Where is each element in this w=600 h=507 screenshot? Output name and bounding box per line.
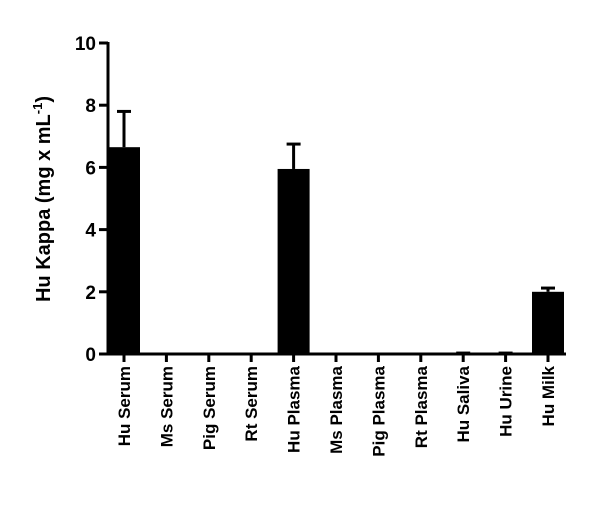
y-tick-label: 10 (75, 34, 96, 55)
x-tick-label: Pig Plasma (369, 365, 388, 456)
x-tick-label: Rt Plasma (412, 365, 431, 448)
x-tick-label: Hu Plasma (285, 365, 304, 452)
x-tick-label: Hu Urine (497, 366, 516, 437)
x-tick-label: Ms Plasma (327, 365, 346, 453)
y-tick-label: 6 (85, 158, 96, 179)
y-tick-label: 8 (85, 96, 96, 117)
bar (489, 353, 522, 354)
y-tick-label: 0 (85, 345, 96, 366)
x-tick-label: Hu Saliva (454, 365, 473, 442)
y-tick-label: 2 (85, 283, 96, 304)
y-label-superscript: -1 (30, 103, 45, 115)
x-tick-label: Pig Serum (200, 366, 219, 450)
y-axis-label: Hu Kappa (mg x mL-1) (30, 96, 55, 302)
y-label-suffix: ) (33, 96, 55, 103)
bar (108, 147, 140, 354)
y-label-text: Hu Kappa (mg x mL (33, 114, 55, 302)
bar (277, 168, 310, 354)
x-tick-label: Hu Serum (115, 366, 134, 446)
x-tick-label: Ms Serum (157, 366, 176, 447)
x-tick-label: Rt Serum (242, 366, 261, 442)
bar (532, 291, 564, 354)
y-tick-label: 4 (85, 221, 96, 242)
bar (447, 353, 480, 354)
x-tick-label: Hu Milk (539, 365, 558, 426)
